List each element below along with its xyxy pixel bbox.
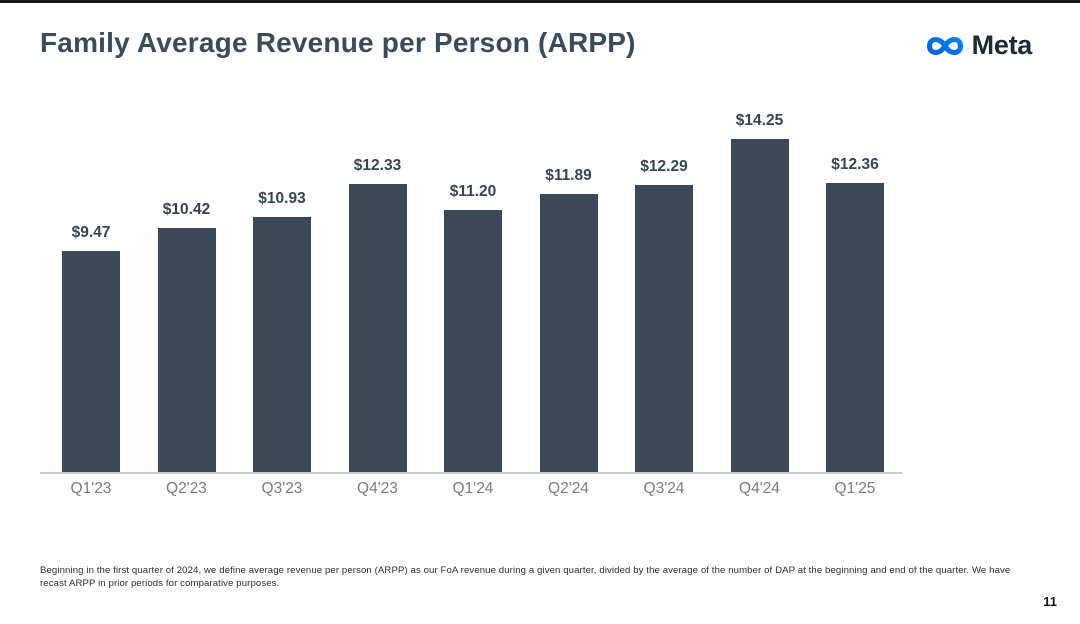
x-axis-tick-label: Q1'25 (834, 480, 876, 497)
bar (62, 251, 120, 472)
x-axis-tick-label: Q4'23 (357, 480, 398, 497)
bar (253, 217, 311, 472)
bar-group: $9.47 Q1'23 (62, 98, 120, 497)
bar-value-label: $10.93 (258, 190, 306, 207)
x-axis-tick-label: Q3'23 (261, 480, 303, 497)
footnote: Beginning in the first quarter of 2024, … (40, 565, 1011, 589)
meta-logo: Meta (923, 30, 1032, 61)
x-axis-tick-label: Q2'24 (548, 480, 589, 497)
bar-value-label: $12.36 (831, 156, 879, 173)
bar-group: $10.42 Q2'23 (157, 98, 216, 497)
x-axis-tick-label: Q1'24 (452, 480, 494, 497)
bar (157, 228, 216, 472)
x-axis-tick-label: Q1'23 (70, 480, 112, 497)
bar-value-label: $11.89 (545, 167, 592, 184)
top-border-strip (0, 0, 1080, 3)
bar-value-label: $11.20 (449, 183, 497, 200)
bar-group: $10.93 Q3'23 (253, 98, 311, 497)
bar-group: $11.89 Q2'24 (539, 98, 598, 497)
arpp-bar-chart: $9.47 Q1'23 $10.42 Q2'23 $10.93 Q3'23 $12.33 Q4… (40, 98, 902, 497)
x-axis-tick-label: Q3'24 (643, 480, 685, 497)
bar-group: $11.20 Q1'24 (444, 98, 502, 497)
bar-value-label: $12.33 (353, 157, 402, 174)
bar-value-label: $9.47 (71, 224, 111, 241)
page-number: 11 (1043, 594, 1057, 609)
bar (539, 194, 598, 472)
bar-group: $12.29 Q3'24 (635, 98, 693, 497)
bar (348, 184, 407, 472)
bar-value-label: $12.29 (640, 158, 688, 175)
bar-value-label: $14.25 (735, 112, 784, 129)
x-axis-tick-label: Q2'23 (166, 480, 207, 497)
bar-value-label: $10.42 (162, 201, 211, 218)
bar (444, 210, 502, 472)
bar-group: $12.33 Q4'23 (348, 98, 407, 497)
meta-wordmark: Meta (971, 30, 1033, 60)
page-title: Family Average Revenue per Person (ARPP) (40, 27, 636, 58)
bar-group: $14.25 Q4'24 (730, 98, 789, 497)
bar (826, 183, 884, 472)
x-axis-tick-label: Q4'24 (739, 480, 780, 497)
bar (635, 185, 693, 472)
bar-group: $12.36 Q1'25 (826, 98, 884, 497)
bar (730, 139, 789, 472)
meta-infinity-icon (926, 36, 963, 55)
